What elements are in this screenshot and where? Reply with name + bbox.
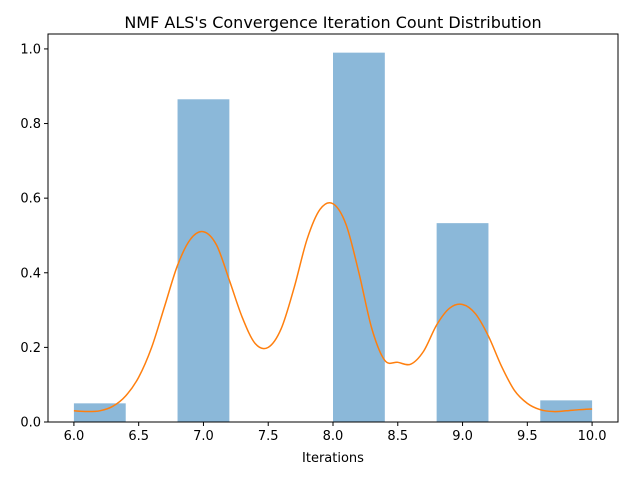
y-tick-label-3: 0.6 <box>20 192 41 207</box>
x-tick-label-1: 6.5 <box>128 429 149 444</box>
x-tick-label-5: 8.5 <box>387 429 408 444</box>
chart-title: NMF ALS's Convergence Iteration Count Di… <box>124 13 541 32</box>
x-tick-label-7: 9.5 <box>517 429 538 444</box>
y-tick-label-4: 0.8 <box>20 117 41 132</box>
x-tick-label-4: 8.0 <box>323 429 344 444</box>
x-tick-label-2: 7.0 <box>193 429 214 444</box>
x-tick-label-3: 7.5 <box>258 429 279 444</box>
histogram-bars <box>73 52 593 423</box>
y-tick-label-5: 1.0 <box>20 42 41 57</box>
histogram-bar-3 <box>436 223 489 422</box>
histogram-bar-1 <box>177 99 230 423</box>
x-tick-label-0: 6.0 <box>64 429 85 444</box>
histogram-bar-2 <box>333 52 385 423</box>
y-tick-label-1: 0.2 <box>20 341 41 356</box>
x-tick-label-6: 9.0 <box>452 429 473 444</box>
x-axis: 6.0 6.5 7.0 7.5 8.0 8.5 9.0 9.5 10.0 <box>64 422 607 444</box>
x-axis-label: Iterations <box>302 451 364 466</box>
histogram-bar-0 <box>73 403 126 422</box>
density-line-layer <box>73 201 593 413</box>
y-axis: 0.0 0.2 0.4 0.6 0.8 1.0 <box>20 42 48 431</box>
y-tick-label-0: 0.0 <box>20 416 41 431</box>
density-line <box>73 201 593 413</box>
x-tick-label-8: 10.0 <box>578 429 607 444</box>
y-tick-label-2: 0.4 <box>20 266 41 281</box>
